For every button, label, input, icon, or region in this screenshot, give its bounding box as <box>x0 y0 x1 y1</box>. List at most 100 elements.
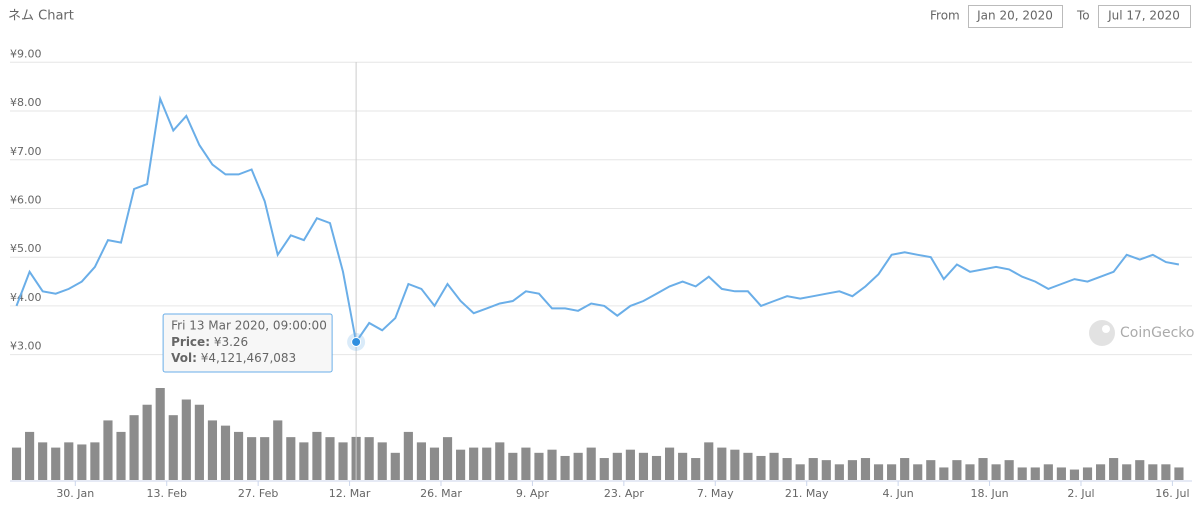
x-tick-label: 21. May <box>785 487 829 500</box>
volume-bar <box>364 437 374 480</box>
volume-bar <box>1148 464 1158 480</box>
volume-bar <box>390 452 400 480</box>
from-date[interactable]: Jan 20, 2020 <box>976 9 1053 23</box>
volume-bar <box>469 447 479 480</box>
watermark: CoinGecko <box>1089 320 1194 346</box>
volume-bar <box>599 458 609 480</box>
volume-bar <box>860 458 871 480</box>
y-tick-label: ¥9.00 <box>10 47 42 60</box>
x-tick-label: 12. Mar <box>329 487 371 500</box>
volume-bar <box>155 388 165 480</box>
volume-bar <box>456 449 466 480</box>
from-input[interactable] <box>968 5 1063 28</box>
from-label: From <box>930 9 960 23</box>
grid <box>10 61 1192 356</box>
tooltip: Fri 13 Mar 2020, 09:00:00 Price: ¥3.26 Vol… <box>162 313 333 373</box>
volume-bar <box>1174 467 1184 480</box>
volume-bar <box>181 399 191 480</box>
x-tick-label: 30. Jan <box>56 487 94 500</box>
y-tick-label: ¥5.00 <box>10 242 42 255</box>
volume-bar <box>769 452 779 480</box>
volume-bar <box>116 431 126 480</box>
volume-bar <box>325 437 335 480</box>
volume-bar <box>1082 467 1093 480</box>
volume-bar <box>416 442 426 480</box>
volume-bar <box>38 442 48 480</box>
volume-bar <box>142 404 152 480</box>
tooltip-vol-label: Vol: <box>171 350 197 364</box>
x-tick-label: 23. Apr <box>604 487 644 500</box>
volume-bar <box>821 460 831 480</box>
volume-bar <box>664 447 675 480</box>
x-tick-label: 26. Mar <box>420 487 462 500</box>
chart-title: ネム Chart <box>8 9 74 24</box>
to-input[interactable] <box>1098 5 1191 28</box>
volume-bar <box>573 452 583 480</box>
volume-bar <box>508 452 518 480</box>
x-tick-label: 27. Feb <box>238 487 278 500</box>
volume-bar <box>286 437 296 480</box>
volume-bar <box>717 447 727 480</box>
volume-bar <box>64 442 74 480</box>
volume-bar <box>1043 464 1053 480</box>
y-tick-label: ¥4.00 <box>10 291 42 304</box>
volume-bar <box>691 458 701 480</box>
volume-bar <box>51 447 61 480</box>
volume-bar <box>678 452 688 480</box>
y-tick-label: ¥6.00 <box>10 193 42 206</box>
volume-bar <box>1030 467 1040 480</box>
y-tick-label: ¥3.00 <box>10 340 42 353</box>
volume-bar <box>429 447 440 480</box>
watermark-eye <box>1102 325 1110 333</box>
volume-bar <box>1161 464 1171 480</box>
volume-bar <box>312 431 322 480</box>
x-tick-label: 2. Jul <box>1067 487 1094 500</box>
volume-bar <box>1056 467 1066 480</box>
volume-bar <box>1109 458 1119 480</box>
volume-bar <box>847 460 857 480</box>
volume-bar <box>808 458 818 480</box>
volume-bar <box>926 460 936 480</box>
volume-bar <box>1122 464 1132 480</box>
volume-bar <box>965 464 975 480</box>
volume-bar <box>247 437 257 480</box>
volume-bar <box>991 464 1001 480</box>
volume-bar <box>338 442 348 480</box>
volume-bar <box>194 404 204 480</box>
volume-bar <box>873 464 884 480</box>
to-label: To <box>1076 9 1090 23</box>
volume-bar <box>795 464 805 480</box>
volume-bar <box>233 431 244 480</box>
tooltip-price-label: Price: <box>171 334 210 348</box>
volume-bar <box>1096 464 1106 480</box>
volume-bar <box>1017 467 1027 480</box>
volume-bar <box>651 455 662 480</box>
x-tick-label: 7. May <box>697 487 734 500</box>
volume-bar <box>442 437 453 480</box>
hover-point <box>351 336 362 347</box>
to-date[interactable]: Jul 17, 2020 <box>1107 9 1180 23</box>
volume-bar <box>482 447 492 480</box>
volume-bar <box>534 452 544 480</box>
volume-bar <box>586 447 596 480</box>
volume-bar <box>403 431 413 480</box>
tooltip-price: Price: ¥3.26 <box>171 334 248 348</box>
volume-bar <box>299 442 309 480</box>
volume-bar <box>495 442 505 480</box>
volume-bar <box>978 458 988 480</box>
volume-bar <box>1069 469 1080 480</box>
watermark-text: CoinGecko <box>1120 325 1194 341</box>
volume-bar <box>756 455 766 480</box>
volume-bar <box>273 420 283 480</box>
tooltip-date: Fri 13 Mar 2020, 09:00:00 <box>171 318 327 332</box>
volume-bar <box>939 467 949 480</box>
x-tick-label: 9. Apr <box>516 487 549 500</box>
volume-bar <box>377 442 387 480</box>
x-tick-label: 13. Feb <box>146 487 186 500</box>
volume-bar <box>207 420 218 480</box>
tooltip-box <box>162 313 333 373</box>
volume-bar <box>1004 460 1014 480</box>
volume-bar <box>834 464 844 480</box>
volume-bar <box>560 455 570 480</box>
